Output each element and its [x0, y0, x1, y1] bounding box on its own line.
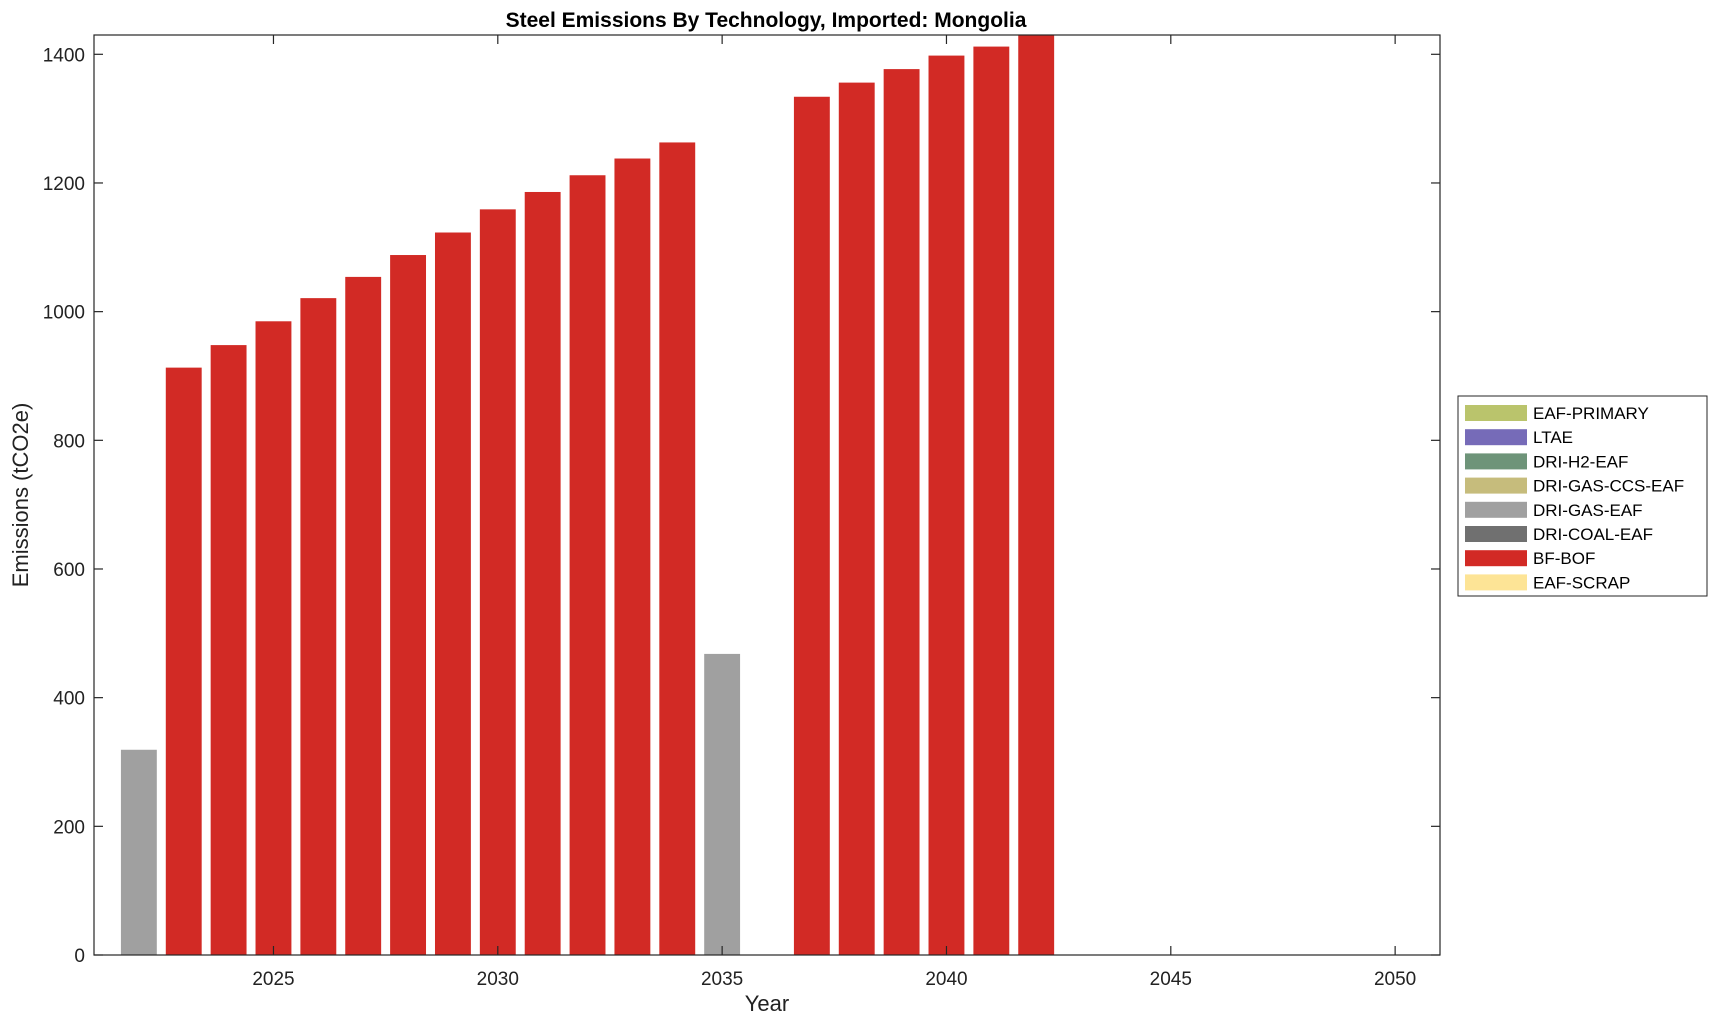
bar-dri-gas-eaf-2035 [704, 653, 741, 955]
plot-area-frame [93, 34, 1441, 956]
bar-bf-bof-2033 [614, 158, 651, 955]
x-tick-label: 2045 [1150, 969, 1192, 990]
bar-bf-bof-2034 [659, 142, 696, 955]
bar-bf-bof-2030 [479, 209, 516, 956]
legend-swatch-bf-bof [1465, 550, 1527, 567]
legend-label-ltae: LTAE [1533, 428, 1573, 447]
y-tick-label: 0 [74, 946, 85, 967]
legend-swatch-ltae [1465, 429, 1527, 446]
legend-label-dri-h2-eaf: DRI-H2-EAF [1533, 452, 1628, 471]
y-tick-label: 1200 [43, 174, 85, 195]
x-axis-label: Year [745, 991, 789, 1016]
legend-label-eaf-primary: EAF-PRIMARY [1533, 404, 1649, 423]
y-tick-label: 400 [53, 689, 85, 710]
y-tick-label: 800 [53, 431, 85, 452]
legend-swatch-dri-gas-ccs-eaf [1465, 477, 1527, 494]
axis-ticks-group: 2025 2030 2035 2040 2045 2050 0 200 400 600 800 100… [43, 35, 1440, 990]
y-tick-label: 600 [53, 560, 85, 581]
x-tick-label: 2035 [701, 969, 743, 990]
legend-label-dri-coal-eaf: DRI-COAL-EAF [1533, 525, 1653, 544]
y-tick-label: 1400 [43, 45, 85, 66]
legend-swatch-eaf-scrap [1465, 574, 1527, 591]
bar-bf-bof-2038 [838, 82, 875, 956]
bar-bf-bof-2031 [524, 191, 561, 956]
bar-bf-bof-2029 [434, 232, 471, 955]
legend-label-dri-gas-ccs-eaf: DRI-GAS-CCS-EAF [1533, 477, 1684, 496]
bar-bf-bof-2025 [255, 321, 292, 955]
legend-label-bf-bof: BF-BOF [1533, 549, 1595, 568]
x-tick-label: 2050 [1374, 969, 1416, 990]
legend-label-eaf-scrap: EAF-SCRAP [1533, 573, 1630, 592]
bar-bf-bof-2039 [883, 69, 920, 956]
bar-bf-bof-2040 [928, 55, 965, 955]
x-tick-label: 2025 [252, 969, 294, 990]
legend-swatch-eaf-primary [1465, 405, 1527, 421]
legend: EAF-PRIMARY LTAE DRI-H2-EAF DRI-GAS-CCS-EAF… [1457, 395, 1708, 597]
x-tick-label: 2040 [925, 969, 967, 990]
bar-bf-bof-2037 [793, 96, 830, 955]
bar-bf-bof-2041 [973, 46, 1010, 955]
bar-dri-gas-eaf-2022 [120, 749, 157, 955]
y-tick-label: 1000 [43, 303, 85, 324]
legend-swatch-dri-coal-eaf [1465, 526, 1527, 542]
bar-bf-bof-2027 [345, 276, 382, 955]
legend-swatch-dri-gas-eaf [1465, 501, 1527, 518]
legend-label-dri-gas-eaf: DRI-GAS-EAF [1533, 501, 1643, 520]
bar-bf-bof-2032 [569, 175, 606, 955]
bar-bf-bof-2023 [165, 367, 202, 955]
legend-swatch-dri-h2-eaf [1465, 453, 1527, 470]
chart-title: Steel Emissions By Technology, Imported:… [506, 9, 1027, 32]
y-axis-label: Emissions (tCO2e) [8, 403, 33, 588]
bars-group [120, 35, 1055, 956]
x-tick-label: 2030 [477, 969, 519, 990]
bar-bf-bof-2026 [300, 298, 337, 955]
legend-items: EAF-PRIMARY LTAE DRI-H2-EAF DRI-GAS-CCS-EAF… [1465, 404, 1684, 592]
y-tick-label: 200 [53, 817, 85, 838]
bar-bf-bof-2024 [210, 345, 247, 956]
bar-bf-bof-2028 [390, 255, 427, 955]
bar-bf-bof-2042 [1018, 35, 1055, 955]
